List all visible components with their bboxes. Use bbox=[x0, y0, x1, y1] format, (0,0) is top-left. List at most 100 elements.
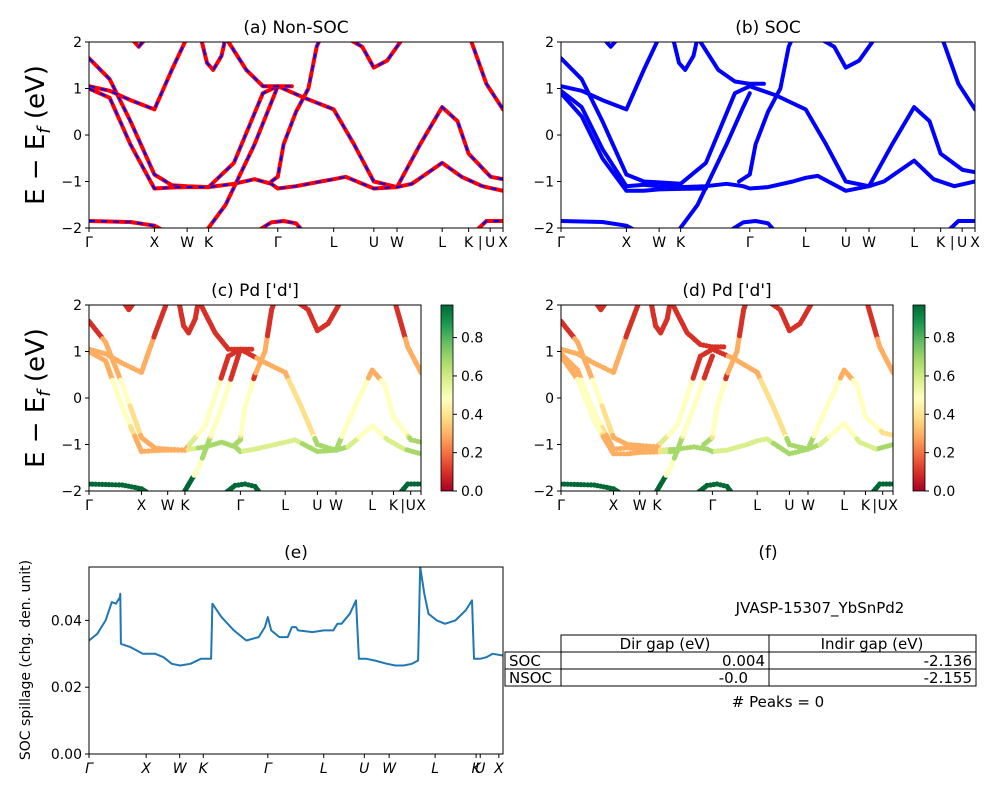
table-row-soc-label: SOC bbox=[509, 652, 541, 670]
colorbar-tick-label: 0.6 bbox=[461, 369, 483, 385]
panel-f-caption: JVASP-15307_YbSnPd2 bbox=[735, 599, 905, 618]
x-tick-label: L bbox=[431, 761, 439, 777]
scatter-point bbox=[418, 481, 421, 487]
y-tick-label: 0 bbox=[545, 391, 554, 407]
scatter-point bbox=[120, 298, 125, 303]
y-tick-label: −2 bbox=[61, 484, 82, 500]
panel-c-title: (c) Pd ['d'] bbox=[211, 281, 299, 301]
x-tick-label: K bbox=[389, 498, 399, 514]
x-tick-label: K bbox=[652, 498, 662, 514]
scatter-point bbox=[669, 300, 674, 305]
band-line-dashed bbox=[89, 57, 503, 189]
x-tick-label: X bbox=[609, 498, 619, 514]
x-tick-label: U bbox=[878, 498, 888, 514]
scatter-point bbox=[196, 298, 201, 303]
table-cell-nsoc-indir bbox=[768, 668, 977, 687]
scatter-point bbox=[728, 489, 734, 491]
x-tick-label: X bbox=[970, 235, 980, 251]
band-line bbox=[730, 219, 775, 228]
plot-frame bbox=[560, 41, 976, 229]
band-line bbox=[476, 219, 503, 228]
band-line bbox=[671, 42, 699, 72]
plot-frame bbox=[560, 304, 894, 492]
y-tick-label: 2 bbox=[73, 298, 82, 314]
scatter-point bbox=[810, 300, 815, 305]
scatter-point bbox=[121, 300, 126, 305]
panel-d-title: (d) Pd ['d'] bbox=[682, 281, 771, 301]
peaks-count: # Peaks = 0 bbox=[732, 693, 824, 711]
x-tick-label: X bbox=[493, 761, 504, 777]
scatter-point bbox=[397, 491, 402, 496]
colorbar-c bbox=[440, 304, 454, 492]
y-tick-label: 0 bbox=[73, 391, 82, 407]
x-tick-label: X bbox=[888, 498, 898, 514]
scatter-point bbox=[730, 491, 735, 496]
scatter-point bbox=[163, 305, 169, 307]
band-line bbox=[469, 42, 503, 112]
scatter-point bbox=[693, 492, 698, 497]
x-tick-label: K bbox=[199, 761, 210, 777]
colorbar-tick-label: 0.2 bbox=[933, 446, 955, 462]
band-lines bbox=[561, 42, 975, 228]
scatter-point bbox=[709, 353, 716, 359]
panel-b-plot: 210−1−2Γ X W K Γ L U W L K | U X bbox=[533, 35, 980, 251]
x-tick-label: L bbox=[840, 498, 848, 514]
spillage-line-group bbox=[89, 567, 503, 667]
scatter-point bbox=[256, 489, 262, 491]
x-tick-label: W bbox=[329, 498, 343, 514]
scatter-point bbox=[648, 300, 653, 305]
band-line bbox=[561, 91, 708, 193]
y-tick-label: 0 bbox=[73, 128, 82, 144]
scatter-point bbox=[668, 300, 673, 305]
y-tick-label: 2 bbox=[545, 298, 554, 314]
colorbar-ticks: 0.8 0.6 0.4 0.2 0.0 0.8 0.6 0.4 0.2 0.0 bbox=[453, 331, 955, 500]
band-line bbox=[603, 42, 618, 49]
x-tick-label: U bbox=[312, 498, 322, 514]
x-tick-label: L bbox=[320, 761, 328, 777]
y-tick-label: −1 bbox=[61, 175, 82, 191]
scatter-point bbox=[392, 298, 397, 303]
x-tick-label: U bbox=[406, 498, 416, 514]
band-line bbox=[737, 42, 793, 184]
scatter-point bbox=[808, 305, 814, 307]
scatter-points bbox=[89, 298, 421, 498]
scatter-point bbox=[164, 300, 169, 305]
band-line bbox=[561, 219, 636, 228]
x-tick-label: L bbox=[330, 235, 338, 251]
colorbar-tick-label: 0.2 bbox=[461, 446, 483, 462]
x-tick-label: W bbox=[161, 498, 175, 514]
colorbar-tick-label: 0.8 bbox=[933, 331, 955, 347]
band-line-dashed bbox=[227, 42, 292, 88]
panel-d-plot: 210−1−2Γ X W K Γ L U W L K | U X bbox=[533, 298, 898, 514]
scatter-point bbox=[176, 298, 181, 303]
x-tick-label: W bbox=[633, 498, 647, 514]
band-line-dashed bbox=[89, 42, 187, 111]
band-line-dashed bbox=[133, 42, 145, 49]
scatter-point bbox=[195, 305, 201, 307]
table-row-nsoc-label: NSOC bbox=[509, 669, 552, 687]
scatter-point bbox=[691, 493, 696, 498]
scatter-point bbox=[743, 305, 749, 307]
x-tick-label: W bbox=[652, 235, 666, 251]
panel-e-ylabel: SOC spillage (chg. den. unit) bbox=[18, 560, 34, 760]
x-tick-label: Γ bbox=[557, 235, 565, 251]
table-row-soc-indir: -2.136 bbox=[924, 652, 972, 670]
band-line bbox=[226, 42, 294, 89]
y-tick-label: −2 bbox=[533, 221, 554, 237]
scatter-point bbox=[668, 298, 673, 303]
band-line bbox=[941, 42, 975, 112]
scatter-point bbox=[271, 305, 277, 307]
scatter-point bbox=[219, 493, 224, 498]
x-tick-label: X bbox=[140, 761, 151, 777]
scatter-point bbox=[731, 493, 736, 498]
table-row-nsoc-dir: -0.0 bbox=[719, 669, 748, 687]
scatter-point bbox=[196, 300, 201, 305]
colorbar-tick-label: 0.0 bbox=[461, 484, 483, 500]
scatter-points bbox=[561, 298, 893, 498]
x-tick-label: X bbox=[498, 235, 508, 251]
x-tick-label: U bbox=[359, 761, 369, 777]
scatter-point bbox=[622, 493, 627, 498]
y-tick-label: −2 bbox=[61, 221, 82, 237]
panel-b-title: (b) SOC bbox=[735, 18, 801, 38]
